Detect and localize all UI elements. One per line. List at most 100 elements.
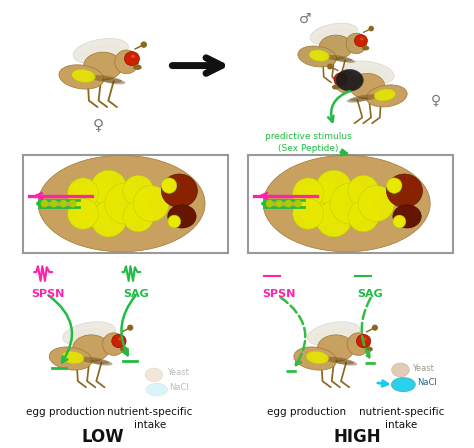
Ellipse shape [308,322,360,346]
Circle shape [316,201,352,237]
Ellipse shape [336,69,363,91]
Circle shape [68,198,99,229]
Ellipse shape [90,75,122,83]
Circle shape [266,200,273,207]
Ellipse shape [335,360,357,366]
Ellipse shape [363,337,367,340]
Circle shape [127,325,133,331]
Ellipse shape [319,35,353,59]
Ellipse shape [335,57,356,63]
Ellipse shape [362,46,369,51]
Ellipse shape [294,347,337,370]
Ellipse shape [365,347,373,352]
Ellipse shape [318,335,355,362]
Ellipse shape [73,335,109,362]
Text: nutrient-specific
intake: nutrient-specific intake [107,407,192,430]
Circle shape [358,185,394,222]
Ellipse shape [366,85,407,107]
Circle shape [293,178,324,209]
Text: HIGH: HIGH [334,428,381,446]
Ellipse shape [356,334,371,348]
Ellipse shape [125,52,139,65]
Text: NaCl: NaCl [417,378,437,387]
Text: Yeast: Yeast [166,368,188,377]
Text: NaCl: NaCl [170,383,189,392]
Text: egg production: egg production [26,407,105,417]
Ellipse shape [346,97,368,103]
Ellipse shape [83,52,122,80]
Ellipse shape [325,55,353,62]
Text: SAG: SAG [357,289,383,299]
Ellipse shape [168,205,196,228]
Ellipse shape [79,357,109,364]
Circle shape [275,200,283,207]
Ellipse shape [115,50,138,74]
Text: egg production: egg production [267,407,346,417]
Ellipse shape [73,39,128,64]
Ellipse shape [118,337,122,340]
Ellipse shape [161,174,197,207]
Ellipse shape [102,333,125,355]
Ellipse shape [347,333,370,355]
Ellipse shape [316,29,357,44]
Text: ♂: ♂ [299,12,312,26]
Ellipse shape [314,328,359,345]
Circle shape [105,183,146,224]
Text: SPSN: SPSN [263,289,296,299]
Ellipse shape [332,85,340,90]
Circle shape [298,181,344,227]
Ellipse shape [131,55,135,58]
Ellipse shape [338,76,342,79]
Text: ♀: ♀ [430,93,441,107]
Ellipse shape [145,368,163,382]
Ellipse shape [90,360,113,366]
Ellipse shape [133,65,142,70]
Text: LOW: LOW [82,428,124,446]
Circle shape [348,175,379,206]
Text: nutrient-specific
intake: nutrient-specific intake [359,407,444,430]
Ellipse shape [102,78,126,84]
Ellipse shape [38,155,205,252]
Circle shape [316,170,352,206]
Ellipse shape [81,46,128,63]
Ellipse shape [335,71,356,93]
Ellipse shape [298,46,337,67]
Ellipse shape [62,351,84,364]
Circle shape [41,200,48,207]
Circle shape [168,215,181,228]
Circle shape [293,198,324,229]
Circle shape [161,178,177,193]
Circle shape [386,178,402,193]
Ellipse shape [59,65,104,89]
Ellipse shape [393,205,421,228]
Ellipse shape [146,383,167,396]
Ellipse shape [344,61,394,84]
Circle shape [284,200,292,207]
Ellipse shape [386,174,422,207]
Text: SAG: SAG [123,289,149,299]
Circle shape [59,200,67,207]
Ellipse shape [306,351,328,364]
Ellipse shape [355,34,367,47]
Circle shape [372,325,378,331]
Circle shape [393,215,406,228]
Circle shape [73,181,119,227]
Ellipse shape [350,95,379,101]
Text: Yeast: Yeast [412,363,434,372]
Ellipse shape [374,89,395,101]
Ellipse shape [346,33,366,54]
Ellipse shape [49,347,92,370]
Ellipse shape [120,347,128,352]
Ellipse shape [360,38,364,40]
Circle shape [133,185,169,222]
FancyBboxPatch shape [248,155,453,253]
Circle shape [348,201,379,232]
Circle shape [368,26,374,31]
Ellipse shape [392,363,409,377]
Text: ♀: ♀ [92,117,104,133]
Ellipse shape [112,334,126,348]
Ellipse shape [392,378,415,392]
Circle shape [91,201,127,237]
Circle shape [327,64,333,69]
Ellipse shape [63,322,116,346]
